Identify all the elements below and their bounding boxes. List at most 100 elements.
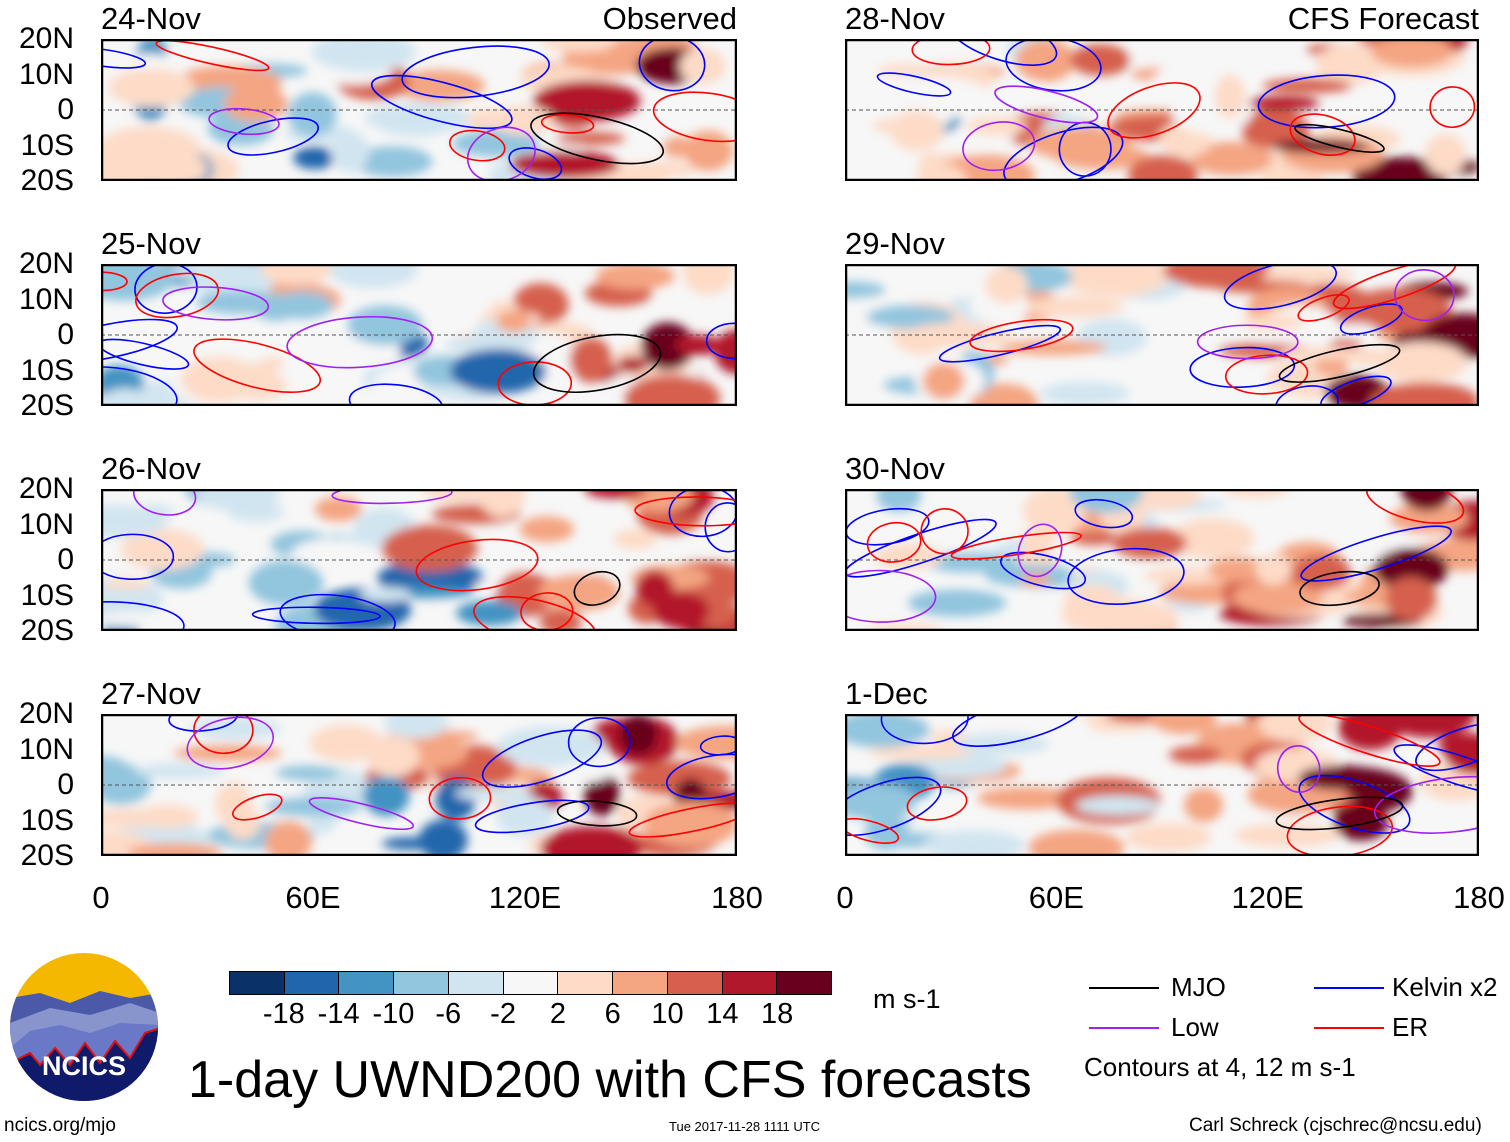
panel-frame [101, 264, 737, 406]
contour-line [880, 714, 969, 745]
contour-line [866, 521, 922, 563]
wind-anomaly-blob [532, 562, 637, 575]
contour-line [1339, 303, 1404, 335]
contour-line [652, 91, 737, 143]
contour-line [699, 735, 737, 756]
wind-anomaly-blob [1291, 554, 1351, 591]
contour-line [1294, 123, 1385, 153]
contour-line [227, 117, 319, 156]
wind-anomaly-blob [907, 589, 1007, 617]
wind-anomaly-blob [383, 714, 449, 739]
contour-line [186, 716, 274, 770]
colorbar-label: 10 [651, 998, 684, 1030]
contour-line [415, 538, 539, 592]
legend-label-er: ER [1392, 1012, 1429, 1042]
wind-anomaly-blob [1424, 133, 1467, 176]
contour-line [101, 533, 175, 580]
map-panel [845, 714, 1479, 856]
colorbar-units: m s-1 [873, 984, 941, 1014]
x-axis-label: 0 [836, 880, 854, 915]
wind-anomaly-blob [135, 762, 226, 779]
panel-tag: CFS Forecast [1287, 1, 1479, 36]
wind-anomaly-blob [120, 528, 204, 571]
contour-line [286, 315, 434, 369]
map-panel [101, 714, 737, 856]
wind-anomaly-blob [613, 528, 658, 550]
wind-anomaly-blob [1163, 264, 1269, 288]
map-panel [845, 264, 1479, 406]
wind-anomaly-blob [999, 340, 1108, 356]
wind-anomaly-blob [674, 334, 721, 356]
wind-anomaly-blob [623, 374, 721, 406]
wind-anomaly-blob [214, 781, 253, 826]
wind-anomaly-blob [539, 609, 582, 631]
wind-anomaly-blob [1183, 788, 1224, 823]
contour-line [1366, 489, 1465, 524]
contour-line [481, 729, 603, 788]
wind-anomaly-blob [1401, 489, 1452, 512]
contour-line [947, 39, 1058, 66]
panel-date: 30-Nov [845, 451, 945, 486]
wind-anomaly-blob [679, 48, 726, 85]
wind-anomaly-blob [1271, 139, 1370, 153]
wind-anomaly-blob [873, 543, 943, 570]
colorbar-swatch [777, 972, 832, 994]
contour-line [101, 366, 178, 406]
panel-tag: Observed [602, 1, 737, 36]
colorbar-label: 18 [761, 998, 794, 1030]
contour-line [1074, 498, 1134, 529]
wind-anomaly-blob [584, 489, 647, 499]
wind-anomaly-blob [1028, 829, 1125, 856]
colorbar-swatch [722, 972, 778, 994]
contour-line [876, 72, 952, 97]
contour-line [1017, 523, 1063, 578]
wind-anomaly-blob [977, 787, 1077, 810]
panel-frame [101, 39, 737, 181]
wind-anomaly-blob [223, 85, 288, 122]
legend-line-kelvin [1314, 987, 1384, 989]
wind-anomaly-blob [540, 826, 642, 856]
map-panel [101, 264, 737, 406]
wind-anomaly-blob [101, 756, 130, 785]
wind-anomaly-blob [519, 516, 575, 543]
contour-line [665, 753, 737, 800]
wind-anomaly-blob [866, 305, 954, 329]
wind-anomaly-blob [312, 39, 416, 72]
contour-line [668, 489, 737, 538]
wind-anomaly-blob [1329, 323, 1379, 340]
contour-line [705, 322, 737, 360]
y-axis-label: 10N [18, 507, 74, 541]
contour-line [193, 338, 322, 393]
wind-anomaly-blob [623, 489, 694, 512]
footer-url[interactable]: ncics.org/mjo [4, 1115, 116, 1136]
wind-anomaly-blob [1370, 382, 1479, 406]
wind-anomaly-blob [1150, 714, 1218, 735]
contour-line [1393, 744, 1479, 796]
y-axis-label: 0 [57, 318, 74, 351]
map-panel [845, 39, 1479, 181]
wind-anomaly-blob [134, 804, 199, 829]
contour-line [1275, 385, 1339, 406]
wind-anomaly-blob [538, 573, 620, 611]
wind-anomaly-blob [1371, 39, 1454, 68]
wind-anomaly-blob [1241, 108, 1310, 152]
contour-line [1289, 113, 1356, 156]
y-axis-label: 20N [18, 697, 74, 730]
wind-anomaly-blob [180, 356, 258, 403]
wind-anomaly-blob [330, 131, 370, 173]
wind-anomaly-blob [966, 116, 1027, 136]
wind-anomaly-blob [1338, 714, 1403, 751]
colorbar [229, 971, 832, 995]
wind-anomaly-blob [1144, 567, 1228, 585]
wind-anomaly-blob [1019, 528, 1057, 548]
contour-line [962, 121, 1036, 172]
colorbar-swatch [284, 972, 340, 994]
y-axis-label: 0 [57, 93, 74, 126]
contour-line [1297, 294, 1350, 322]
y-axis-label: 20S [20, 164, 74, 197]
colorbar-label: -18 [262, 998, 305, 1030]
panel-frame [845, 39, 1479, 181]
wind-anomaly-blob [190, 717, 282, 740]
contour-line [1003, 126, 1124, 181]
panel-date: 29-Nov [845, 226, 945, 261]
